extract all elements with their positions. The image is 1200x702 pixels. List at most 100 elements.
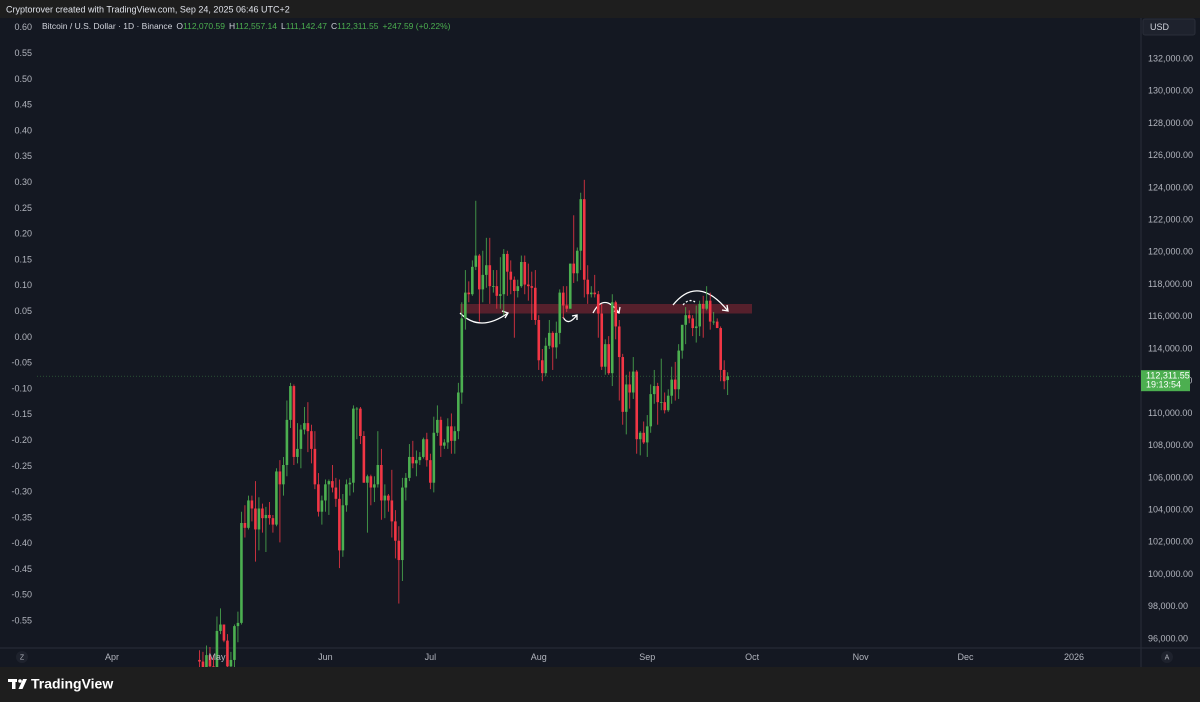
candle-body <box>436 419 439 433</box>
candle-body <box>505 253 509 272</box>
arrow-head <box>721 304 729 312</box>
left-tick-label: 0.60 <box>14 22 32 32</box>
candle-body <box>712 321 715 323</box>
left-tick-label: 0.50 <box>14 74 32 84</box>
arrow <box>459 312 509 324</box>
currency-label[interactable]: USD <box>1150 22 1170 32</box>
logo-icon <box>8 679 27 689</box>
left-tick-label: 0.40 <box>14 125 32 135</box>
legend-key: C <box>331 21 337 31</box>
candle-body <box>278 471 282 485</box>
candle-body <box>628 384 632 393</box>
y-tick-label: 120,000.00 <box>1148 247 1193 257</box>
header-bar <box>0 0 1200 18</box>
candle-body <box>708 300 712 322</box>
y-tick-label: 96,000.00 <box>1148 633 1188 643</box>
y-tick-label: 118,000.00 <box>1148 279 1192 289</box>
y-tick-label: 130,000.00 <box>1148 86 1193 96</box>
candle-body <box>275 471 278 525</box>
arrow-head <box>571 314 578 320</box>
candle-body <box>474 255 478 267</box>
candle-body <box>722 369 726 382</box>
candle-body <box>635 371 639 440</box>
auto-scale-label[interactable]: A <box>1165 654 1170 661</box>
zoom-button[interactable] <box>16 651 28 663</box>
candle-body <box>642 432 646 443</box>
y-tick-label: 100,000.00 <box>1148 569 1193 579</box>
zoom-button-label[interactable]: Z <box>20 654 25 661</box>
y-tick-label: 116,000.00 <box>1148 311 1192 321</box>
candle-body <box>366 476 369 483</box>
candle-body <box>561 292 565 306</box>
candle-body <box>282 464 285 485</box>
candle-body <box>362 435 366 483</box>
x-tick-label: Jun <box>318 652 333 662</box>
candle-body <box>677 350 681 390</box>
candle-body <box>341 505 345 551</box>
candle-body <box>411 456 415 464</box>
logo-part <box>12 679 16 689</box>
candle-body <box>268 514 271 519</box>
left-tick-label: 0.55 <box>14 48 32 58</box>
candle-body <box>257 508 261 530</box>
left-tick-label: -0.25 <box>11 461 32 471</box>
y-tick-label: 110,000.00 <box>1148 408 1192 418</box>
candle-body <box>450 426 453 441</box>
candle-body <box>719 328 722 370</box>
y-tick-label: 114,000.00 <box>1148 343 1192 353</box>
currency-button[interactable] <box>1142 18 1196 36</box>
candle-body <box>603 344 607 367</box>
candles <box>198 179 729 689</box>
candle-body <box>439 419 443 446</box>
candle-body <box>547 332 551 346</box>
x-tick-label: Nov <box>853 652 870 662</box>
candle-body <box>684 315 688 325</box>
candle-body <box>645 426 649 443</box>
candle-body <box>492 286 495 287</box>
auto-scale-button[interactable] <box>1161 651 1173 663</box>
y-tick-label: 128,000.00 <box>1148 118 1193 128</box>
y-tick-label: 124,000.00 <box>1148 182 1193 192</box>
candle-body <box>715 321 719 329</box>
candle-body <box>222 624 226 641</box>
candle-body <box>355 408 359 410</box>
y-tick-label: 122,000.00 <box>1148 214 1193 224</box>
candle-body <box>422 439 425 457</box>
candle-body <box>296 448 299 457</box>
candle-body <box>631 371 635 393</box>
left-tick-label: -0.45 <box>11 564 32 574</box>
candle-body <box>271 518 275 525</box>
candle-body <box>680 324 684 351</box>
candle-body <box>596 294 600 314</box>
x-tick-label: Sep <box>639 652 655 662</box>
candle-body <box>464 292 467 319</box>
candle-body <box>457 392 460 432</box>
candle-body <box>652 386 656 395</box>
candle-body <box>526 284 530 287</box>
candle-body <box>638 432 642 440</box>
candle-body <box>649 394 653 427</box>
arrow <box>672 290 729 312</box>
candle-body <box>376 464 380 485</box>
candle-body <box>607 344 611 374</box>
candle-body <box>383 495 387 501</box>
candle-body <box>324 484 327 501</box>
x-tick-label: Apr <box>105 652 119 662</box>
candle-body <box>443 442 446 446</box>
candle-body <box>687 315 691 319</box>
candle-body <box>568 263 572 309</box>
candle-body <box>610 302 614 374</box>
candle-body <box>432 432 436 483</box>
candle-body <box>408 456 411 478</box>
candle-body <box>369 476 373 488</box>
candle-body <box>348 482 352 485</box>
candle-body <box>205 655 208 677</box>
candle-body <box>219 624 222 631</box>
legend: Bitcoin / U.S. Dollar · 1D · Binance O112… <box>42 21 451 31</box>
candle-body <box>488 265 492 287</box>
candle-body <box>380 464 383 501</box>
x-tick-label: May <box>208 652 226 662</box>
legend-value: 112,557.14 <box>235 21 277 31</box>
candle-body <box>338 498 341 551</box>
candle-body <box>299 429 303 449</box>
